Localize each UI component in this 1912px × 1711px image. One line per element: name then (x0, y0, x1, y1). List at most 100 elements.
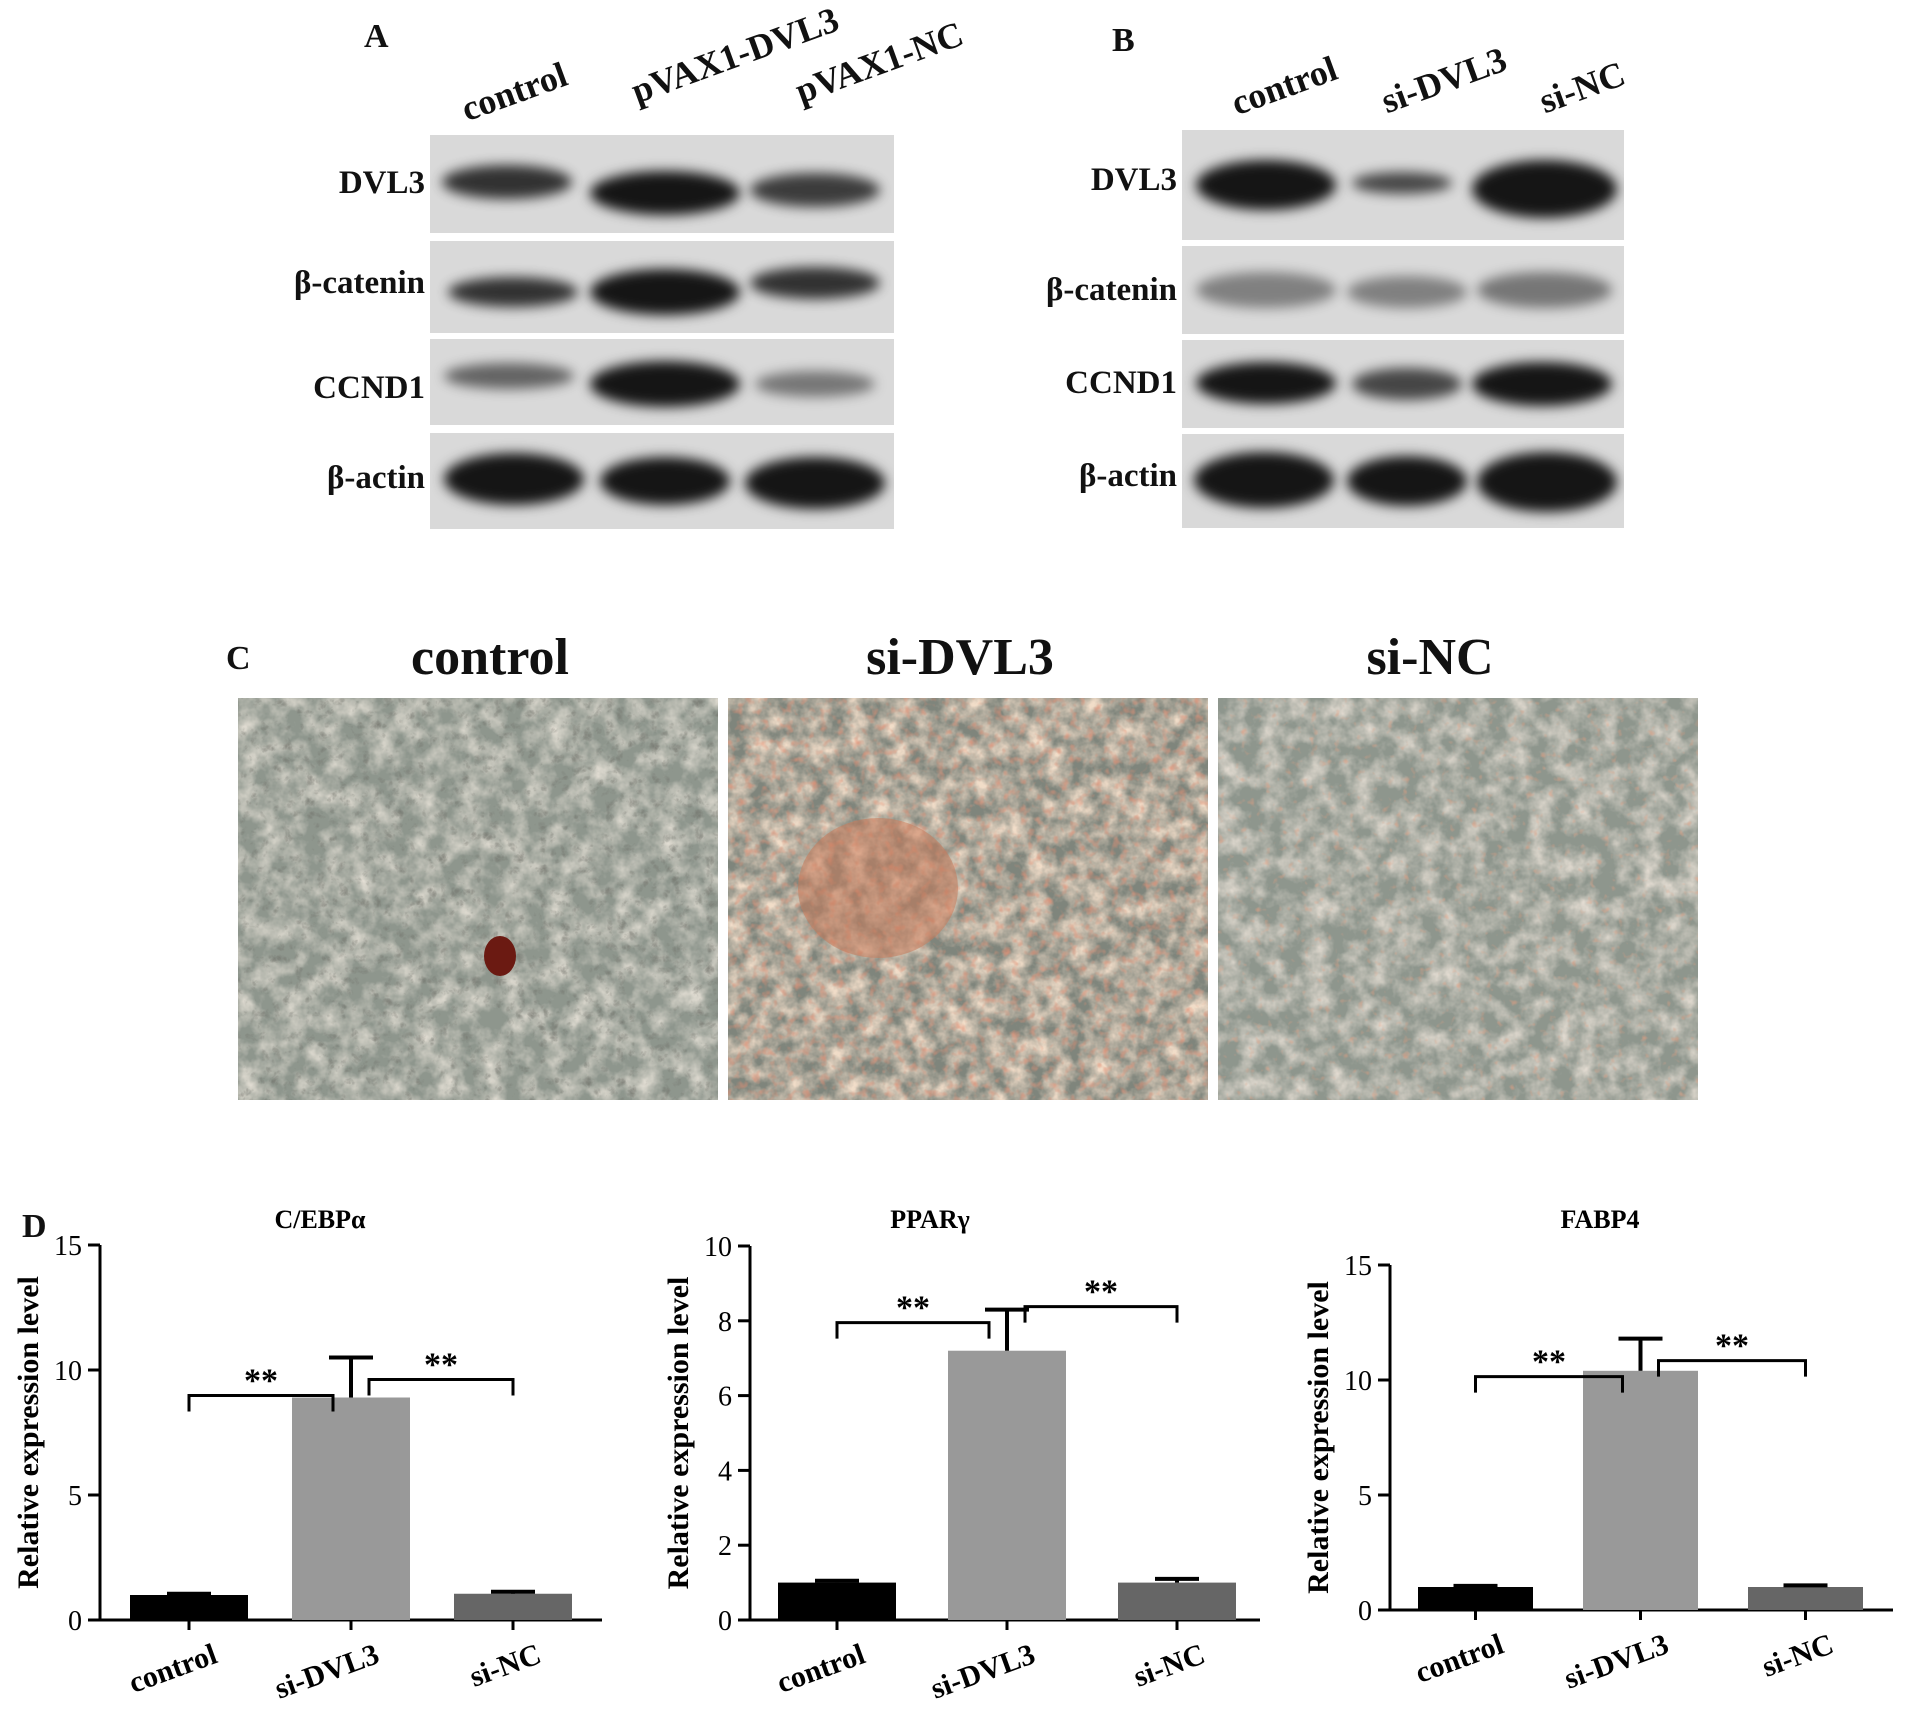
significance-label: ** (424, 1347, 458, 1384)
significance-bracket (1657, 1359, 1807, 1377)
blot-band (1196, 272, 1336, 308)
micrograph-si-nc-texture (1218, 698, 1698, 1100)
panel-a-blot-ccnd1 (430, 339, 894, 425)
y-axis-label: Relative expression level (1302, 1281, 1335, 1594)
significance-bracket (1023, 1305, 1179, 1323)
blot-band (1477, 452, 1617, 512)
y-tick-label: 5 (68, 1481, 82, 1512)
blot-band (1352, 368, 1462, 400)
blot-band (745, 457, 885, 509)
panel-a-letter: A (364, 18, 389, 55)
micrograph-control (238, 698, 718, 1100)
blot-band (1194, 452, 1334, 508)
blot-band (444, 453, 584, 505)
panel-b-blot-ccnd1 (1182, 340, 1624, 428)
blot-band (1472, 160, 1617, 218)
blot-band (1196, 160, 1336, 210)
chart-title: C/EBPα (274, 1205, 366, 1234)
x-tick-label: control (1411, 1628, 1508, 1690)
x-tick-label: si-DVL3 (926, 1638, 1039, 1706)
chart-title: PPARγ (890, 1205, 970, 1234)
significance-label: ** (896, 1290, 930, 1327)
significance-bracket (835, 1321, 991, 1339)
bar-chart-fabp4: FABP4 Relative expression level 0 5 10 15 cont… (1302, 1205, 1893, 1696)
blot-band (755, 371, 875, 397)
panel-b-protein-label-1: β-catenin (1045, 272, 1177, 308)
significance-bracket (367, 1378, 515, 1396)
bar-si-DVL3 (292, 1397, 410, 1620)
y-tick-label: 15 (54, 1231, 82, 1262)
bar-si-NC (1748, 1587, 1863, 1610)
micrograph-si-dvl3 (728, 698, 1208, 1100)
y-tick-label: 10 (704, 1232, 732, 1263)
blot-band (444, 363, 574, 389)
panel-c-title-1: si-DVL3 (866, 629, 1054, 686)
panel-b-lane-label-1: si-DVL3 (1375, 39, 1512, 122)
y-tick-label: 0 (68, 1606, 82, 1637)
x-tick-label: si-NC (465, 1638, 545, 1694)
bar-chart-pparg: PPARγ Relative expression level 0 2 4 6 8 10 con… (662, 1205, 1260, 1706)
panel-b-letter: B (1112, 22, 1135, 59)
significance-label: ** (244, 1363, 278, 1400)
bar-control (778, 1582, 896, 1620)
panel-c-title-2: si-NC (1366, 629, 1494, 686)
blot-band (1472, 362, 1612, 406)
panel-a-blot-beta-catenin (430, 241, 894, 333)
y-axis-label: Relative expression level (12, 1276, 45, 1589)
micrograph-si-dvl3-texture (728, 698, 1208, 1100)
x-tick-label: si-DVL3 (270, 1638, 383, 1706)
panel-b-lane-label-0: control (1225, 48, 1343, 124)
micrograph-si-nc (1218, 698, 1698, 1100)
chart-title: FABP4 (1561, 1205, 1640, 1234)
panel-b-blot-beta-actin (1182, 434, 1624, 528)
panel-b-blot-beta-catenin (1182, 246, 1624, 334)
y-tick-label: 0 (1358, 1596, 1372, 1627)
significance-label: ** (1715, 1328, 1749, 1365)
panel-b-protein-label-0: DVL3 (1090, 162, 1177, 198)
blot-band (590, 361, 740, 407)
x-tick-label: si-NC (1758, 1628, 1838, 1684)
panel-a-protein-label-2: CCND1 (313, 370, 425, 406)
x-tick-label: control (772, 1638, 869, 1700)
panel-b-protein-label-3: β-actin (1078, 458, 1177, 494)
y-tick-label: 5 (1358, 1481, 1372, 1512)
panel-b-blot-dvl3 (1182, 130, 1624, 240)
panel-a-protein-label-1: β-catenin (293, 265, 425, 301)
blot-band (590, 269, 740, 315)
x-tick-label: si-NC (1129, 1638, 1209, 1694)
panel-c-letter: C (226, 640, 251, 677)
blot-band (442, 165, 572, 199)
y-tick-label: 15 (1344, 1251, 1372, 1282)
bar-control (1418, 1587, 1533, 1610)
blot-band (1477, 272, 1612, 308)
blot-band (590, 171, 740, 215)
blot-band (448, 277, 578, 307)
significance-label: ** (1084, 1274, 1118, 1311)
blot-band (750, 267, 880, 299)
panel-d-letter: D (22, 1208, 47, 1245)
y-axis-label: Relative expression level (662, 1277, 695, 1590)
bar-chart-cebpa: C/EBPα Relative expression level 0 5 10 15 con… (12, 1205, 602, 1706)
y-tick-label: 10 (1344, 1366, 1372, 1397)
blot-band (1347, 456, 1467, 506)
y-tick-label: 2 (718, 1531, 732, 1562)
significance-label: ** (1532, 1344, 1566, 1381)
blot-band (1347, 276, 1467, 308)
panel-a-lane-label-0: control (455, 54, 573, 130)
blot-band (600, 457, 730, 505)
bar-control (130, 1595, 248, 1620)
panel-b-protein-label-2: CCND1 (1065, 365, 1177, 401)
blot-band (750, 173, 880, 207)
panel-a-blot-beta-actin (430, 433, 894, 529)
bar-si-NC (454, 1593, 572, 1620)
micrograph-control-texture (238, 698, 718, 1100)
panel-a-blot-dvl3 (430, 135, 894, 233)
significance-bracket (1474, 1375, 1624, 1393)
y-tick-label: 0 (718, 1606, 732, 1637)
y-tick-label: 6 (718, 1382, 732, 1413)
blot-band (1352, 172, 1452, 194)
bar-si-NC (1118, 1582, 1236, 1620)
y-tick-label: 4 (718, 1456, 732, 1487)
y-tick-label: 8 (718, 1307, 732, 1338)
panel-a-protein-label-3: β-actin (326, 460, 425, 496)
